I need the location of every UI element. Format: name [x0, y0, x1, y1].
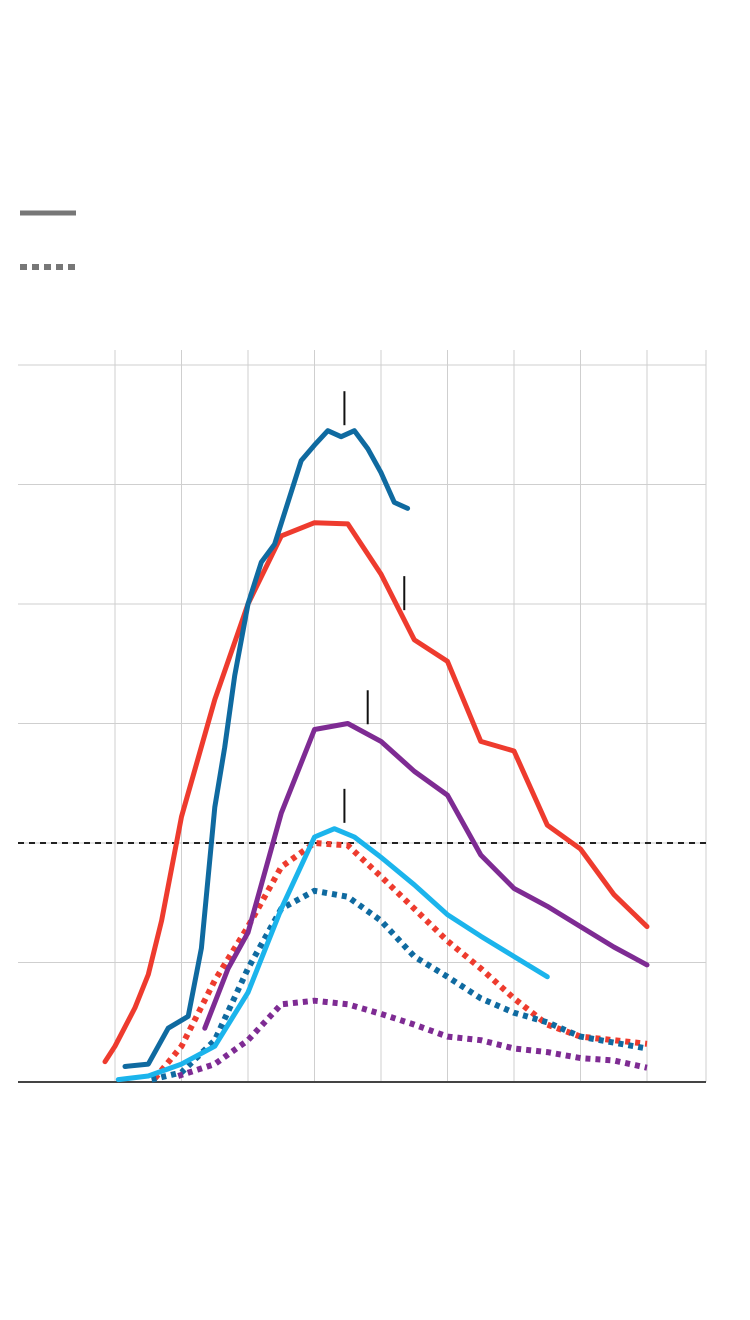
legend: [20, 210, 76, 270]
series-line-navy-dotted: [150, 887, 648, 1083]
series-line-purple-solid: [202, 721, 650, 1031]
series-line-navy-solid: [122, 428, 411, 1069]
series-layer: [102, 428, 650, 1083]
series-line-purple-dotted: [177, 997, 648, 1079]
peak-markers: [343, 391, 406, 823]
series-line-red-solid: [102, 520, 650, 1065]
series-line-cyan-solid: [115, 826, 550, 1083]
grid: [18, 350, 707, 1083]
series-line-red-dotted: [152, 840, 648, 1081]
